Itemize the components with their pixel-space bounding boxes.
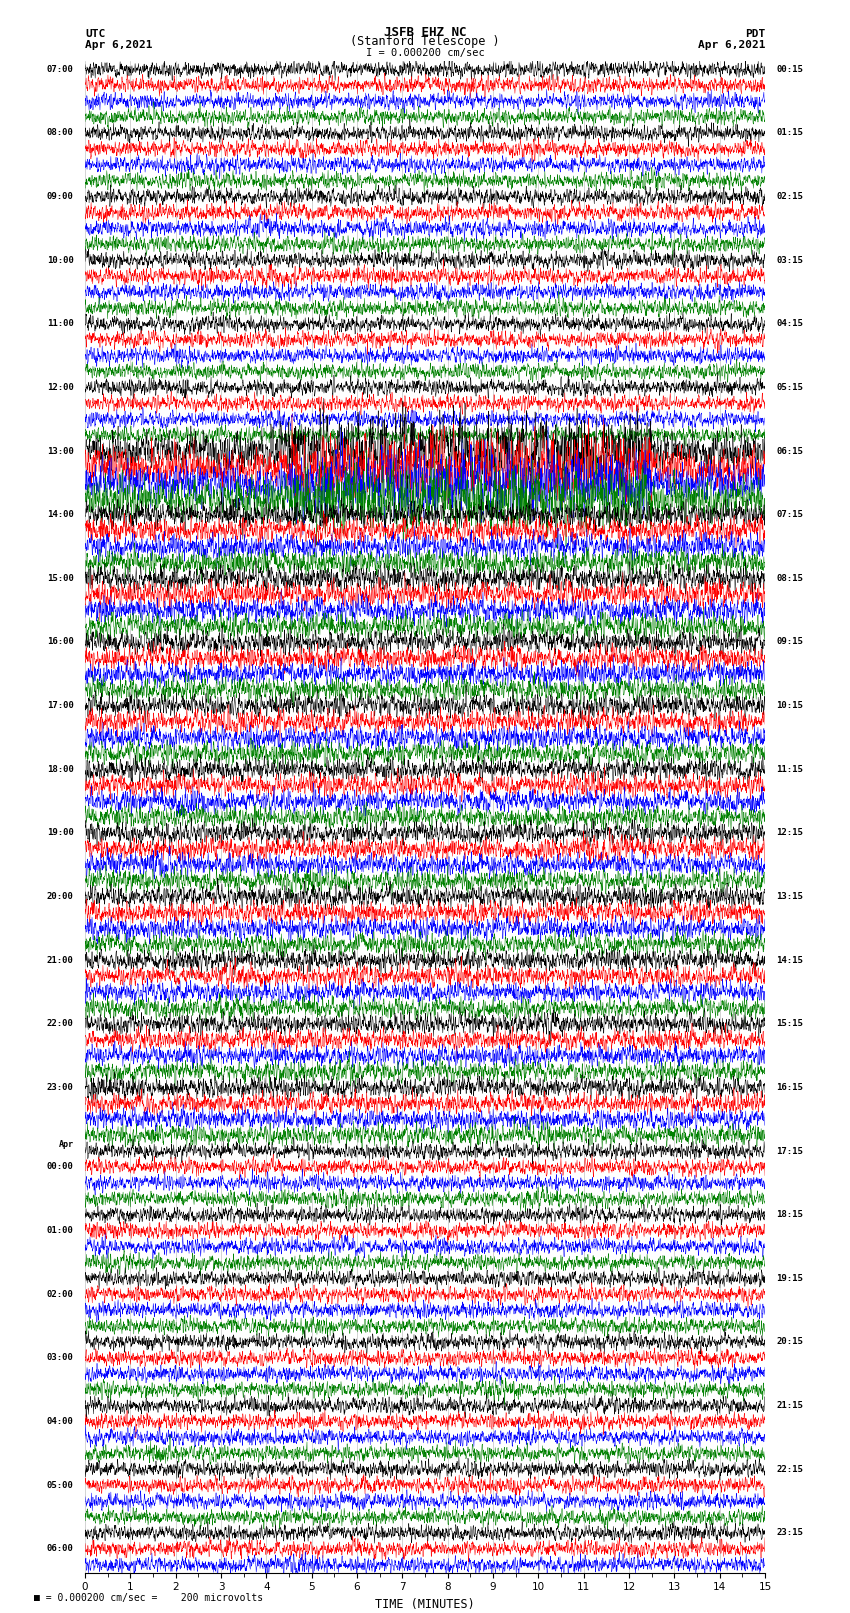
Text: Apr: Apr — [59, 1140, 74, 1148]
Text: 07:15: 07:15 — [776, 510, 803, 519]
Text: 18:15: 18:15 — [776, 1210, 803, 1219]
Text: 21:15: 21:15 — [776, 1402, 803, 1410]
Text: 02:00: 02:00 — [47, 1290, 74, 1298]
Text: 01:00: 01:00 — [47, 1226, 74, 1236]
Text: 12:15: 12:15 — [776, 829, 803, 837]
Text: 22:00: 22:00 — [47, 1019, 74, 1029]
Text: PDT: PDT — [745, 29, 765, 39]
Text: 05:00: 05:00 — [47, 1481, 74, 1490]
Text: 22:15: 22:15 — [776, 1465, 803, 1474]
Text: 13:15: 13:15 — [776, 892, 803, 902]
Text: 14:15: 14:15 — [776, 955, 803, 965]
Text: 11:15: 11:15 — [776, 765, 803, 774]
Text: ■ = 0.000200 cm/sec =    200 microvolts: ■ = 0.000200 cm/sec = 200 microvolts — [34, 1594, 264, 1603]
Text: 16:15: 16:15 — [776, 1082, 803, 1092]
Text: 12:00: 12:00 — [47, 382, 74, 392]
Text: 14:00: 14:00 — [47, 510, 74, 519]
Text: 07:00: 07:00 — [47, 65, 74, 74]
Text: 21:00: 21:00 — [47, 955, 74, 965]
Text: 06:15: 06:15 — [776, 447, 803, 455]
Text: 23:15: 23:15 — [776, 1529, 803, 1537]
Text: 20:00: 20:00 — [47, 892, 74, 902]
Text: (Stanford Telescope ): (Stanford Telescope ) — [350, 35, 500, 48]
Text: 02:15: 02:15 — [776, 192, 803, 202]
Text: 19:15: 19:15 — [776, 1274, 803, 1282]
Text: 03:00: 03:00 — [47, 1353, 74, 1363]
Text: 05:15: 05:15 — [776, 382, 803, 392]
Text: JSFB EHZ NC: JSFB EHZ NC — [383, 26, 467, 39]
Text: 10:15: 10:15 — [776, 702, 803, 710]
Text: Apr 6,2021: Apr 6,2021 — [698, 40, 765, 50]
Text: 20:15: 20:15 — [776, 1337, 803, 1347]
Text: 23:00: 23:00 — [47, 1082, 74, 1092]
Text: 09:00: 09:00 — [47, 192, 74, 202]
Text: 03:15: 03:15 — [776, 255, 803, 265]
X-axis label: TIME (MINUTES): TIME (MINUTES) — [375, 1598, 475, 1611]
Text: 16:00: 16:00 — [47, 637, 74, 647]
Text: 15:15: 15:15 — [776, 1019, 803, 1029]
Text: 08:15: 08:15 — [776, 574, 803, 582]
Text: 18:00: 18:00 — [47, 765, 74, 774]
Text: 04:00: 04:00 — [47, 1418, 74, 1426]
Text: 17:15: 17:15 — [776, 1147, 803, 1155]
Text: UTC: UTC — [85, 29, 105, 39]
Text: 13:00: 13:00 — [47, 447, 74, 455]
Text: 19:00: 19:00 — [47, 829, 74, 837]
Text: 08:00: 08:00 — [47, 129, 74, 137]
Text: 17:00: 17:00 — [47, 702, 74, 710]
Text: 09:15: 09:15 — [776, 637, 803, 647]
Text: 00:00: 00:00 — [47, 1163, 74, 1171]
Text: 01:15: 01:15 — [776, 129, 803, 137]
Text: 15:00: 15:00 — [47, 574, 74, 582]
Text: 10:00: 10:00 — [47, 255, 74, 265]
Text: 00:15: 00:15 — [776, 65, 803, 74]
Text: 06:00: 06:00 — [47, 1544, 74, 1553]
Text: 11:00: 11:00 — [47, 319, 74, 329]
Text: Apr 6,2021: Apr 6,2021 — [85, 40, 152, 50]
Text: 04:15: 04:15 — [776, 319, 803, 329]
Text: I = 0.000200 cm/sec: I = 0.000200 cm/sec — [366, 48, 484, 58]
